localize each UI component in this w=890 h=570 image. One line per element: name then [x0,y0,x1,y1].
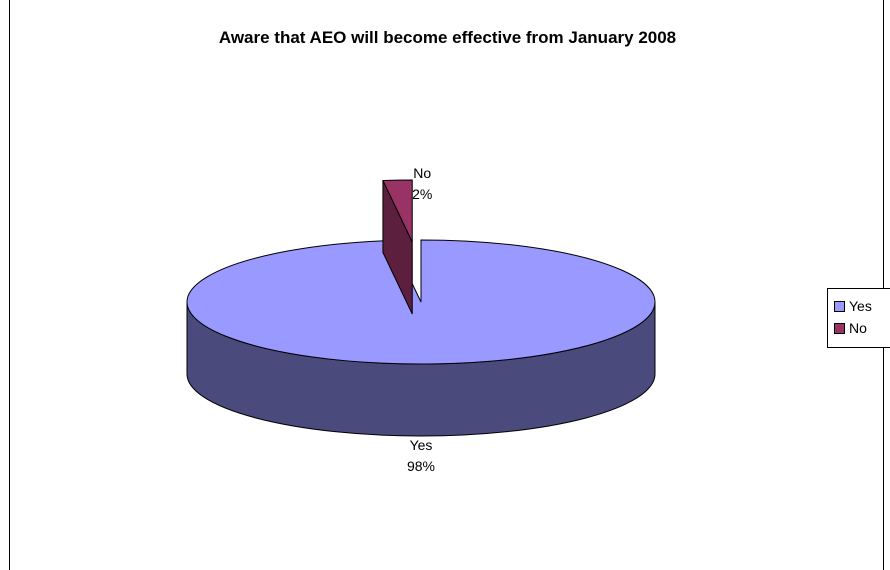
data-label-no-name: No [413,165,431,181]
legend-entry-yes: Yes [834,298,872,314]
legend-entry-no: No [834,320,867,336]
legend-swatch-no [834,322,845,334]
legend-swatch-yes [834,300,845,312]
legend-label-no: No [849,320,867,336]
chart-title: Aware that AEO will become effective fro… [218,28,677,47]
chart-area: Aware that AEO will become effective fro… [9,0,884,570]
pie-slice-no [382,179,413,243]
legend-label-yes: Yes [849,298,872,314]
legend: Yes No [827,288,890,348]
pie-slice-yes [186,239,656,365]
data-label-yes-name: Yes [410,437,433,453]
data-label-no-value: 2% [412,186,432,202]
data-label-yes-value: 98% [407,458,435,474]
